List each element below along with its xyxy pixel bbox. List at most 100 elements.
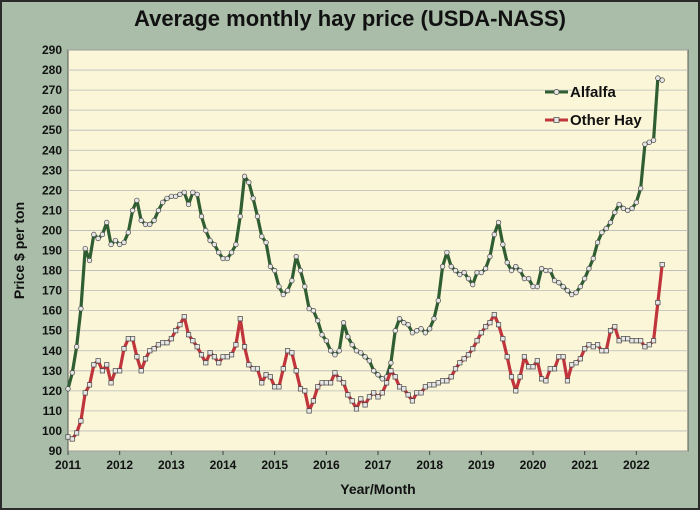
y-tick-label: 260 xyxy=(42,103,62,117)
data-point xyxy=(358,396,364,402)
data-point xyxy=(117,241,123,248)
data-point xyxy=(603,348,609,354)
data-point xyxy=(655,300,661,306)
data-point xyxy=(530,364,536,370)
data-point xyxy=(69,370,75,376)
data-point xyxy=(160,340,166,346)
data-point xyxy=(414,328,420,334)
y-tick-label: 240 xyxy=(42,143,62,157)
data-point xyxy=(190,189,196,196)
data-point xyxy=(276,384,282,390)
data-point xyxy=(375,372,381,378)
data-point xyxy=(517,374,523,380)
data-point xyxy=(478,269,484,276)
data-point xyxy=(651,338,657,344)
data-point xyxy=(86,257,93,264)
data-point xyxy=(151,346,157,352)
data-point xyxy=(496,322,502,328)
data-point xyxy=(401,320,407,326)
data-point xyxy=(130,336,136,342)
data-point xyxy=(73,344,80,350)
data-point xyxy=(241,344,248,350)
data-point xyxy=(237,213,243,220)
data-point xyxy=(655,75,661,81)
data-point xyxy=(228,249,235,256)
data-point xyxy=(487,320,493,326)
data-point xyxy=(638,338,644,344)
data-point xyxy=(95,358,101,364)
data-point xyxy=(315,384,321,390)
data-point xyxy=(384,380,390,386)
data-point xyxy=(168,193,174,200)
data-point xyxy=(310,398,316,404)
data-point xyxy=(345,334,351,340)
data-point xyxy=(659,77,665,83)
x-tick-label: 2018 xyxy=(416,458,443,472)
data-point xyxy=(427,326,433,332)
data-point xyxy=(560,283,566,290)
data-point xyxy=(375,394,381,400)
data-point xyxy=(371,390,377,396)
data-point xyxy=(435,380,441,386)
data-point xyxy=(573,360,579,366)
data-point xyxy=(590,255,596,262)
y-tick-label: 200 xyxy=(42,223,62,237)
data-point xyxy=(396,384,403,390)
data-point xyxy=(414,390,420,396)
x-axis-label: Year/Month xyxy=(340,481,415,497)
data-point xyxy=(405,322,411,328)
data-point xyxy=(353,406,360,412)
data-point xyxy=(99,231,106,238)
data-point xyxy=(513,388,519,394)
data-point xyxy=(78,305,84,312)
data-point xyxy=(526,275,532,282)
data-point xyxy=(418,390,424,396)
data-point xyxy=(625,207,631,214)
data-point xyxy=(500,241,506,248)
data-point xyxy=(297,267,304,274)
data-point xyxy=(198,352,205,358)
data-point xyxy=(586,265,592,272)
data-point xyxy=(138,368,144,374)
data-point xyxy=(547,267,553,274)
legend-label: Alfalfa xyxy=(570,84,617,101)
data-point xyxy=(310,308,317,314)
data-point xyxy=(332,370,338,376)
data-point xyxy=(263,372,269,378)
data-point xyxy=(65,434,71,440)
data-point xyxy=(530,283,536,290)
data-point xyxy=(491,231,497,238)
data-point xyxy=(599,229,605,236)
y-tick-label: 280 xyxy=(42,63,62,77)
data-point xyxy=(203,360,209,366)
x-tick-label: 2021 xyxy=(571,458,598,472)
data-point xyxy=(95,235,101,242)
data-point xyxy=(220,354,226,360)
data-point xyxy=(207,350,213,356)
data-point xyxy=(465,352,471,358)
data-point xyxy=(181,314,187,320)
data-point xyxy=(125,229,131,236)
data-point xyxy=(504,354,510,360)
data-point xyxy=(104,219,110,226)
data-point xyxy=(168,336,174,342)
data-point xyxy=(246,179,252,185)
data-point xyxy=(620,336,626,342)
data-point xyxy=(293,368,299,374)
x-tick-label: 2019 xyxy=(468,458,495,472)
data-point xyxy=(534,283,540,290)
data-point xyxy=(328,380,334,386)
data-point xyxy=(323,338,329,344)
data-point xyxy=(254,213,261,220)
data-point xyxy=(508,267,515,274)
data-point xyxy=(637,185,644,191)
data-point xyxy=(112,368,118,374)
y-tick-label: 190 xyxy=(42,244,62,258)
data-point xyxy=(478,330,484,336)
data-point xyxy=(500,336,506,342)
data-point xyxy=(560,354,566,360)
data-point xyxy=(112,237,119,244)
data-point xyxy=(504,259,510,266)
data-point xyxy=(483,324,489,330)
